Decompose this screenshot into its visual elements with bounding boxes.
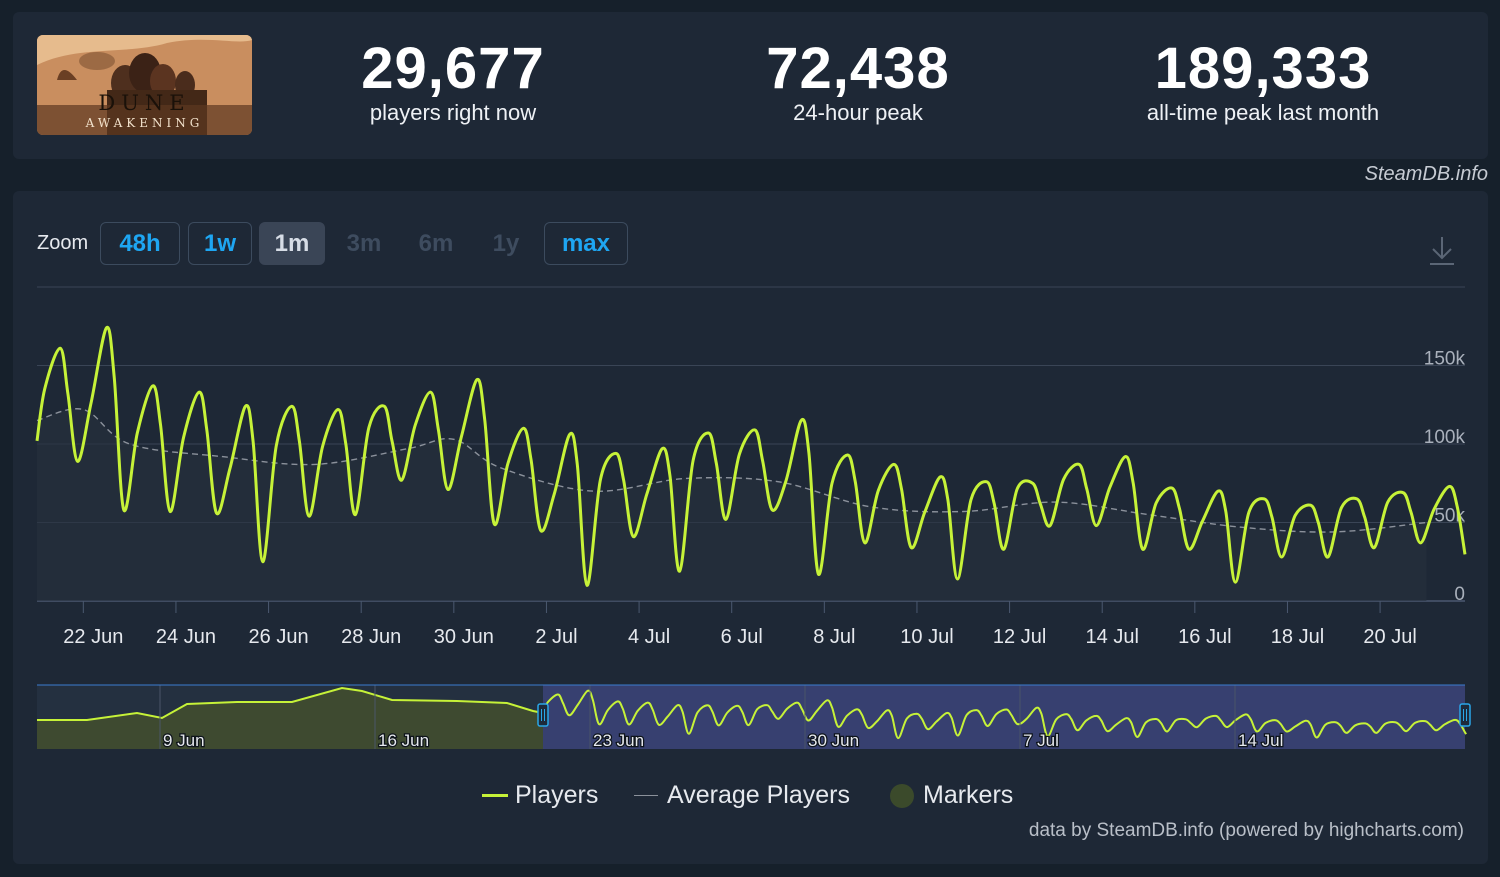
y-tick-label: 0 [1454, 584, 1465, 605]
x-tick-label: 18 Jul [1271, 626, 1324, 648]
x-tick-label: 20 Jul [1363, 626, 1416, 648]
chart-panel: Zoom 48h 1w 1m 3m 6m 1y max 0 50k 100k 150k… [13, 191, 1488, 864]
navigator-tick-label: 7 Jul [1023, 731, 1059, 750]
zoom-1m-button[interactable]: 1m [259, 222, 325, 265]
x-tick-label: 30 Jun [434, 626, 494, 648]
navigator-area [37, 688, 543, 749]
stat-label: players right now [369, 100, 537, 125]
legend-average-players[interactable]: Average Players [667, 781, 850, 809]
navigator-line [37, 686, 544, 721]
navigator-selected-line [542, 689, 1468, 740]
stat-label: 24-hour peak [793, 100, 923, 125]
x-tick-label: 12 Jul [993, 626, 1046, 648]
stat-value: 189,333 [1154, 36, 1372, 101]
x-tick-label: 22 Jun [63, 626, 123, 648]
thumbnail-art [37, 35, 252, 135]
navigator-tick-label: 30 Jun [808, 731, 859, 750]
legend-markers[interactable]: Markers [923, 781, 1014, 809]
stat-value: 29,677 [361, 36, 545, 101]
stat-current-players: 29,677 players right now [353, 38, 553, 126]
stat-value: 72,438 [766, 36, 950, 101]
x-tick-label: 10 Jul [900, 626, 953, 648]
x-tick-label: 24 Jun [156, 626, 216, 648]
legend-markers-swatch [890, 784, 914, 808]
navigator-right-handle[interactable] [1459, 703, 1471, 727]
zoom-max-button[interactable]: max [544, 222, 628, 265]
stat-24h-peak: 72,438 24-hour peak [733, 38, 983, 126]
game-thumbnail[interactable]: DUNE AWAKENING [37, 35, 252, 135]
zoom-label: Zoom [37, 232, 89, 254]
zoom-6m-button: 6m [418, 230, 454, 257]
series-players-line [35, 325, 1467, 587]
zoom-1y-button: 1y [492, 230, 520, 257]
navigator-left-handle[interactable] [537, 703, 549, 727]
y-tick-label: 150k [1424, 349, 1466, 370]
x-tick-label: 4 Jul [628, 626, 670, 648]
thumbnail-title: DUNE [98, 91, 191, 115]
x-tick-label: 2 Jul [535, 626, 577, 648]
average-area [37, 408, 1427, 601]
thumbnail-subtitle: AWAKENING [85, 116, 204, 130]
x-tick-label: 16 Jul [1178, 626, 1231, 648]
chart-legend: Players Average Players Markers [13, 780, 1488, 810]
navigator-selected-window [543, 685, 1465, 749]
steamdb-credit-link[interactable]: SteamDB.info [1364, 163, 1488, 185]
x-tick-label: 6 Jul [721, 626, 763, 648]
navigator-tick-label: 14 Jul [1238, 731, 1283, 750]
stats-panel: DUNE AWAKENING 29,677 players right now … [13, 12, 1488, 159]
stat-label: all-time peak last month [1146, 100, 1380, 125]
navigator-tick-label: 16 Jun [378, 731, 429, 750]
zoom-48h-button[interactable]: 48h [100, 222, 180, 265]
y-tick-label: 100k [1424, 427, 1466, 448]
download-icon[interactable] [1427, 233, 1457, 269]
zoom-1w-button[interactable]: 1w [188, 222, 252, 265]
x-tick-label: 26 Jun [249, 626, 309, 648]
legend-average-swatch [634, 795, 658, 796]
legend-players[interactable]: Players [515, 781, 599, 809]
legend-players-swatch [482, 794, 508, 797]
x-tick-label: 8 Jul [813, 626, 855, 648]
highcharts-credit[interactable]: data by SteamDB.info (powered by highcha… [1028, 820, 1464, 841]
x-tick-label: 14 Jul [1086, 626, 1139, 648]
zoom-3m-button: 3m [346, 230, 382, 257]
x-tick-label: 28 Jun [341, 626, 401, 648]
navigator-tick-label: 9 Jun [163, 731, 205, 750]
navigator-tick-label: 23 Jun [593, 731, 644, 750]
stat-all-time-peak: 189,333 all-time peak last month [1113, 38, 1413, 126]
